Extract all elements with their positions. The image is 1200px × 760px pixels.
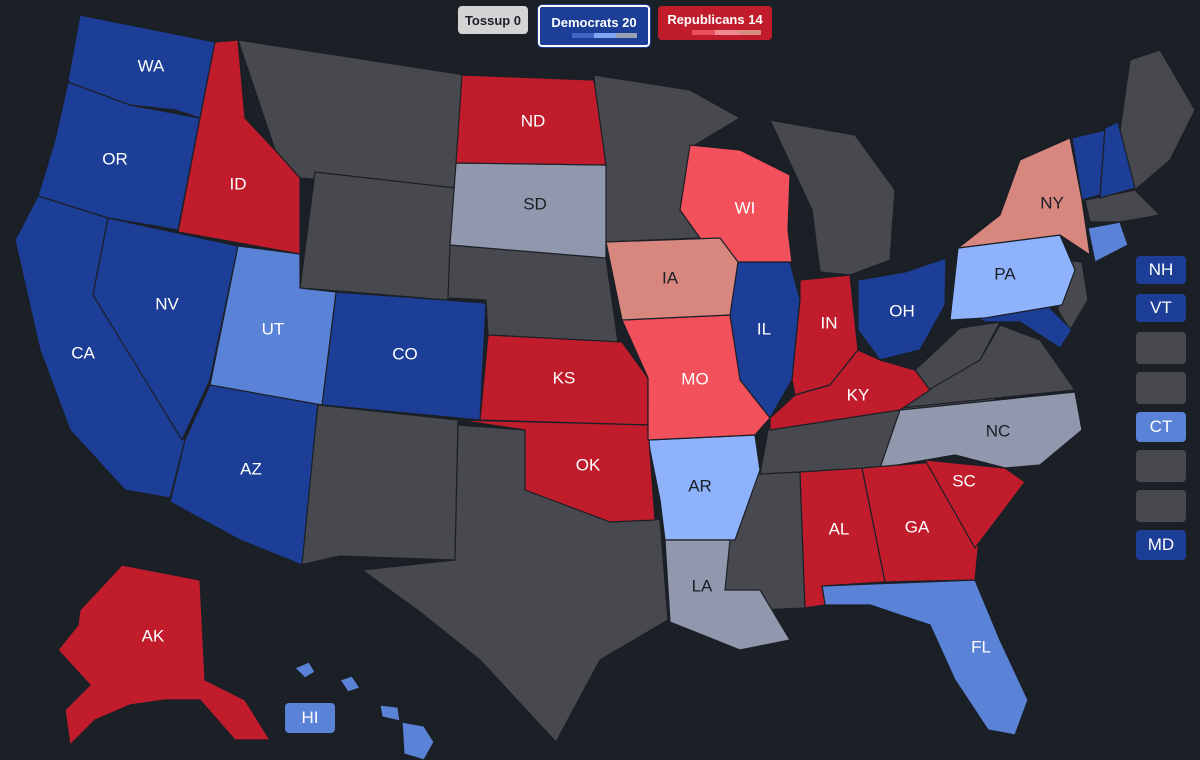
state-CT-map[interactable] bbox=[1087, 221, 1129, 263]
state-OR[interactable] bbox=[37, 81, 201, 231]
side-box-md[interactable]: MD bbox=[1136, 530, 1186, 560]
tossup-label: Tossup 0 bbox=[464, 12, 522, 28]
side-box-label: NH bbox=[1148, 260, 1174, 279]
republicans-label: Republicans 14 bbox=[667, 11, 763, 27]
republicans-shade-bar bbox=[669, 29, 761, 35]
side-box-label: CT bbox=[1149, 417, 1173, 436]
safe-rep-states bbox=[57, 39, 1026, 746]
state-NM[interactable] bbox=[299, 404, 459, 566]
side-box-label: MD bbox=[1147, 535, 1175, 554]
state-NE-small[interactable] bbox=[1084, 189, 1161, 223]
tossup-chip[interactable]: Tossup 0 bbox=[458, 6, 528, 34]
republicans-chip[interactable]: Republicans 14 bbox=[658, 6, 772, 40]
hawaii-label-box[interactable]: HI bbox=[285, 703, 335, 733]
side-box-vt[interactable]: VT bbox=[1136, 294, 1186, 322]
state-HI-islands[interactable] bbox=[294, 661, 435, 760]
rep-shade-safe bbox=[669, 29, 693, 35]
side-box-label: VT bbox=[1150, 298, 1172, 317]
side-box-nh[interactable]: NH bbox=[1136, 256, 1186, 284]
state-ND[interactable] bbox=[455, 74, 607, 166]
rep-shade-likely bbox=[692, 29, 715, 35]
state-KY[interactable] bbox=[769, 349, 931, 431]
state-NV[interactable] bbox=[92, 217, 239, 441]
rep-shade-tilt bbox=[737, 29, 761, 35]
state-WY[interactable] bbox=[299, 171, 457, 301]
dem-shade-tilt bbox=[615, 32, 638, 38]
state-NY[interactable] bbox=[957, 137, 1091, 256]
democrats-shade-bar bbox=[550, 32, 638, 38]
state-ME[interactable] bbox=[1119, 49, 1196, 191]
dem-shade-lean bbox=[593, 32, 616, 38]
state-LA[interactable] bbox=[664, 539, 791, 651]
legend: Tossup 0 Democrats 20 Republicans 14 bbox=[0, 4, 1200, 50]
rep-shade-lean bbox=[715, 29, 738, 35]
state-KS[interactable] bbox=[479, 334, 649, 426]
democrats-chip[interactable]: Democrats 20 bbox=[537, 4, 651, 48]
state-AK[interactable] bbox=[57, 564, 271, 746]
lean-rep-states bbox=[605, 137, 1091, 321]
side-box-empty-4[interactable] bbox=[1136, 490, 1186, 522]
state-FL[interactable] bbox=[821, 579, 1029, 736]
state-MO[interactable] bbox=[621, 314, 771, 441]
democrats-label: Democrats 20 bbox=[551, 14, 637, 30]
state-OH[interactable] bbox=[857, 257, 947, 361]
state-SC[interactable] bbox=[924, 459, 1026, 549]
side-box-empty-3[interactable] bbox=[1136, 450, 1186, 482]
state-WI[interactable] bbox=[679, 144, 793, 263]
state-IA[interactable] bbox=[605, 237, 739, 321]
state-MI[interactable] bbox=[769, 119, 896, 276]
state-CO[interactable] bbox=[321, 291, 487, 421]
state-NH-map[interactable] bbox=[1099, 121, 1136, 199]
side-box-empty-1[interactable] bbox=[1136, 332, 1186, 364]
likely-rep-states bbox=[621, 144, 793, 441]
side-box-ct[interactable]: CT bbox=[1136, 412, 1186, 442]
safe-dem-states bbox=[14, 14, 1136, 566]
state-SD[interactable] bbox=[449, 162, 607, 259]
state-PA[interactable] bbox=[949, 234, 1076, 321]
dem-shade-safe bbox=[550, 32, 573, 38]
tilt-states bbox=[449, 162, 1083, 651]
label-HI: HI bbox=[301, 708, 319, 727]
likely-dem-states bbox=[209, 221, 1129, 760]
side-box-empty-2[interactable] bbox=[1136, 372, 1186, 404]
state-ID[interactable] bbox=[177, 39, 301, 255]
dem-shade-likely bbox=[572, 32, 594, 38]
